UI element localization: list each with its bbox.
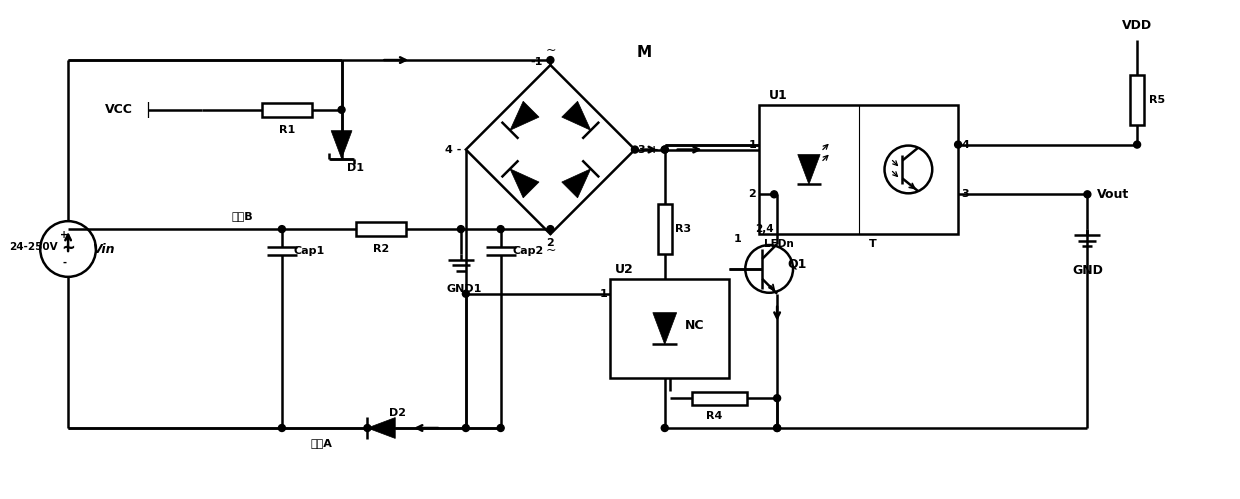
Text: Vout: Vout: [1097, 188, 1130, 201]
Text: GND: GND: [1071, 264, 1102, 277]
Circle shape: [497, 226, 505, 233]
Text: R4: R4: [707, 411, 723, 421]
Text: GND1: GND1: [446, 284, 481, 294]
Circle shape: [279, 425, 285, 432]
Text: 1: 1: [599, 289, 608, 299]
Text: VCC: VCC: [105, 103, 133, 116]
Text: U1: U1: [769, 89, 787, 102]
Circle shape: [1084, 191, 1091, 198]
Bar: [262, 103, 311, 117]
Text: T: T: [868, 239, 877, 249]
Text: 3 +: 3 +: [637, 145, 658, 155]
Circle shape: [547, 56, 554, 63]
Text: Cap2: Cap2: [512, 246, 544, 256]
Text: |: |: [145, 102, 150, 118]
Circle shape: [774, 395, 781, 402]
Text: M: M: [637, 45, 652, 60]
Bar: [356, 222, 407, 236]
Text: 输入B: 输入B: [232, 211, 253, 221]
Circle shape: [497, 425, 505, 432]
Text: U2: U2: [615, 263, 634, 276]
Bar: [610, 279, 729, 378]
Text: D1: D1: [346, 164, 363, 174]
Circle shape: [547, 226, 554, 233]
Circle shape: [458, 226, 464, 233]
Circle shape: [661, 146, 668, 153]
Polygon shape: [367, 418, 396, 439]
Circle shape: [770, 191, 777, 198]
Text: Q1: Q1: [787, 257, 806, 270]
Polygon shape: [510, 101, 539, 130]
Bar: [759, 105, 959, 234]
Circle shape: [774, 425, 781, 432]
Circle shape: [631, 146, 639, 153]
Text: 2: 2: [547, 238, 554, 248]
Polygon shape: [510, 169, 539, 198]
Text: -1: -1: [529, 57, 542, 67]
Polygon shape: [562, 169, 590, 198]
Polygon shape: [797, 155, 820, 184]
Circle shape: [279, 226, 285, 233]
Text: 4 -: 4 -: [444, 145, 461, 155]
Text: D2: D2: [389, 408, 407, 418]
Text: 3: 3: [961, 189, 968, 199]
Text: -: -: [62, 258, 66, 268]
Text: +: +: [60, 230, 68, 240]
Text: 2,4: 2,4: [755, 224, 774, 234]
Circle shape: [339, 106, 345, 113]
Circle shape: [661, 146, 668, 153]
Bar: [692, 392, 746, 405]
Text: ~: ~: [546, 44, 556, 57]
Text: R2: R2: [373, 244, 389, 254]
Text: R3: R3: [675, 224, 691, 234]
Circle shape: [955, 141, 961, 148]
Text: 24-250V: 24-250V: [9, 242, 57, 252]
Text: ~: ~: [546, 244, 556, 257]
Text: VDD: VDD: [1122, 19, 1152, 32]
Text: 4: 4: [961, 140, 968, 150]
Polygon shape: [652, 313, 677, 344]
Circle shape: [774, 425, 781, 432]
Polygon shape: [331, 131, 352, 159]
Text: ~: ~: [61, 239, 76, 257]
Circle shape: [463, 425, 470, 432]
Text: NC: NC: [684, 319, 704, 332]
Polygon shape: [562, 101, 590, 130]
Circle shape: [363, 425, 371, 432]
Text: Cap1: Cap1: [294, 246, 325, 256]
Text: 输入A: 输入A: [311, 438, 332, 448]
Text: R5: R5: [1149, 95, 1166, 105]
Text: R1: R1: [279, 125, 295, 135]
Text: LEDn: LEDn: [764, 239, 794, 249]
Circle shape: [463, 290, 470, 297]
Text: 1: 1: [734, 234, 742, 244]
Circle shape: [661, 425, 668, 432]
Text: 1: 1: [749, 140, 756, 150]
Bar: [657, 204, 672, 254]
Text: Vin: Vin: [92, 243, 114, 255]
Circle shape: [1133, 141, 1141, 148]
Bar: [1130, 75, 1145, 125]
Text: 2: 2: [749, 189, 756, 199]
